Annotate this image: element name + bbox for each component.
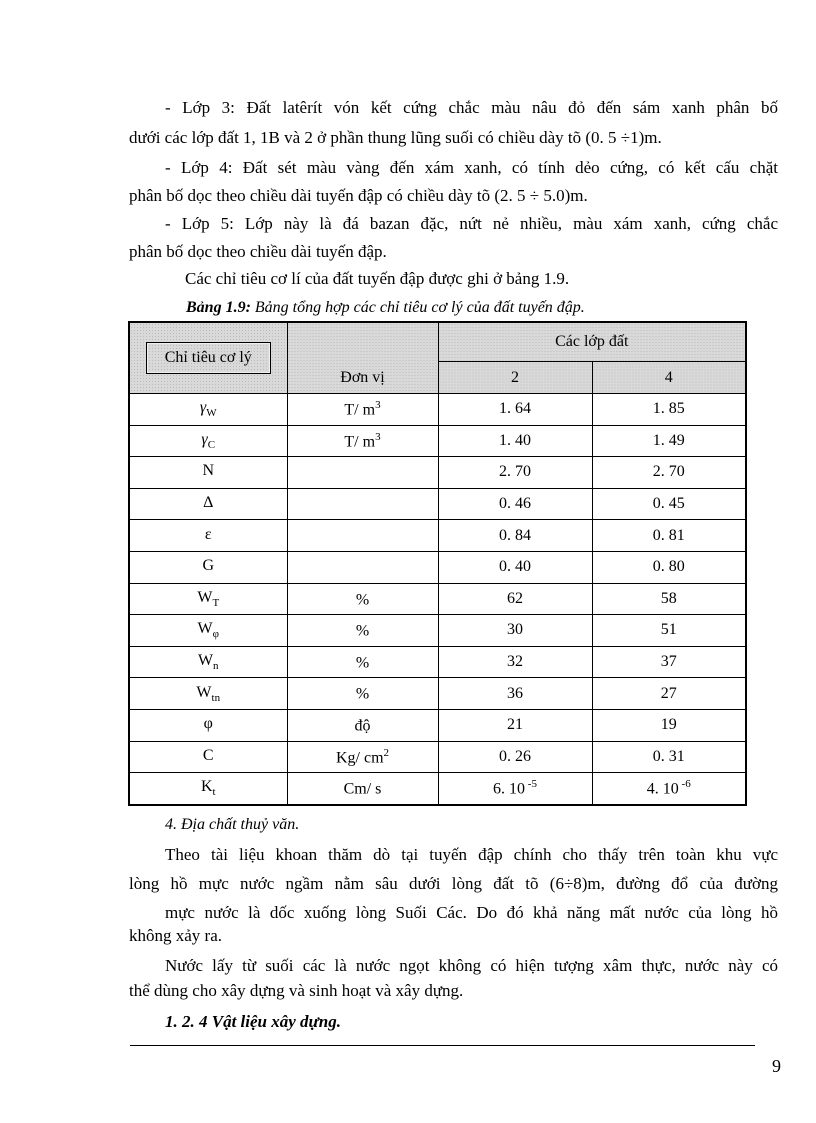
layer-4-value: 0. 31 — [591, 740, 747, 774]
subheading: 1. 2. 4 Vật liệu xây dựng. — [165, 1012, 341, 1031]
layer-2-value: 1. 40 — [437, 424, 593, 458]
indicator-cell: WT — [128, 582, 288, 616]
unit-cell — [286, 550, 439, 584]
table-row: G 0. 40 0. 80 — [128, 550, 747, 584]
header-layer-2: 2 — [437, 361, 593, 394]
table-row: Kt Cm/ s 6. 10 -5 4. 10 -6 — [128, 772, 747, 806]
layer-4-value: 2. 70 — [591, 456, 747, 489]
table-row: Wn% 32 37 — [128, 645, 747, 679]
soil-properties-table: Chỉ tiêu cơ lý Đơn vị Các lớp đất 2 4 γW… — [128, 321, 747, 806]
indicator-cell: C — [128, 740, 288, 774]
layer-4-value: 27 — [591, 677, 747, 710]
table-row: C Kg/ cm2 0. 26 0. 31 — [128, 740, 747, 774]
layer-4-value: 58 — [591, 582, 747, 616]
layer-4-value: 0. 45 — [591, 487, 747, 521]
unit-cell: % — [286, 614, 439, 647]
indicator-cell: ε — [128, 519, 288, 552]
layer-2-value: 1. 64 — [437, 393, 593, 426]
indicator-cell: φ — [128, 708, 288, 742]
layer-2-value: 21 — [437, 708, 593, 742]
footer-rule — [130, 1045, 755, 1046]
unit-cell: T/ m3 — [286, 424, 439, 458]
layer-4-value: 19 — [591, 708, 747, 742]
indicator-cell: Δ — [128, 487, 288, 521]
layer-2-value: 0. 26 — [437, 740, 593, 774]
layer-4-value: 0. 81 — [591, 519, 747, 552]
header-unit: Đơn vị — [286, 321, 439, 394]
layer-2-value: 0. 40 — [437, 550, 593, 584]
table-row: WT% 62 58 — [128, 582, 747, 616]
layer-4-value: 0. 80 — [591, 550, 747, 584]
layer-4-value: 4. 10 -6 — [591, 772, 747, 806]
layer-2-value: 0. 84 — [437, 519, 593, 552]
header-layers: Các lớp đất — [437, 321, 747, 363]
table-row: Δ 0. 46 0. 45 — [128, 487, 747, 521]
unit-cell: Kg/ cm2 — [286, 740, 439, 774]
layer-2-value: 62 — [437, 582, 593, 616]
unit-cell — [286, 519, 439, 552]
table-row: N 2. 70 2. 70 — [128, 456, 747, 489]
unit-cell: T/ m3 — [286, 393, 439, 426]
header-layer-4: 4 — [591, 361, 747, 394]
layer-2-value: 6. 10 -5 — [437, 772, 593, 806]
table-row: γC T/ m3 1. 40 1. 49 — [128, 424, 747, 458]
unit-cell — [286, 456, 439, 489]
layer-4-value: 51 — [591, 614, 747, 647]
indicator-cell: N — [128, 456, 288, 489]
indicator-cell: γC — [128, 424, 288, 458]
unit-cell: Cm/ s — [286, 772, 439, 806]
layer-2-value: 30 — [437, 614, 593, 647]
table-row: φ độ 21 19 — [128, 708, 747, 742]
page-number: 9 — [772, 1056, 781, 1076]
table-intro: Các chỉ tiêu cơ lí của đất tuyến đập đượ… — [185, 269, 570, 288]
table-caption: Bảng 1.9: Bảng tổng hợp các chỉ tiêu cơ … — [186, 299, 585, 316]
table-row: Wtn% 36 27 — [128, 677, 747, 710]
indicator-cell: γW — [128, 393, 288, 426]
unit-cell: % — [286, 645, 439, 679]
unit-cell: độ — [286, 708, 439, 742]
layer-4-value: 1. 49 — [591, 424, 747, 458]
section-heading: 4. Địa chất thuỷ văn. — [165, 816, 300, 833]
unit-cell: % — [286, 677, 439, 710]
layer-4-value: 1. 85 — [591, 393, 747, 426]
layer-4-value: 37 — [591, 645, 747, 679]
layer-2-value: 2. 70 — [437, 456, 593, 489]
layer-2-value: 0. 46 — [437, 487, 593, 521]
header-indicator: Chỉ tiêu cơ lý — [145, 342, 271, 374]
table-row: ε 0. 84 0. 81 — [128, 519, 747, 552]
indicator-cell: Kt — [128, 772, 288, 806]
table-row: γW T/ m3 1. 64 1. 85 — [128, 393, 747, 426]
indicator-cell: Wtn — [128, 677, 288, 710]
indicator-cell: G — [128, 550, 288, 584]
table-row: Wφ% 30 51 — [128, 614, 747, 647]
indicator-cell: Wn — [128, 645, 288, 679]
unit-cell — [286, 487, 439, 521]
layer-2-value: 36 — [437, 677, 593, 710]
layer-2-value: 32 — [437, 645, 593, 679]
indicator-cell: Wφ — [128, 614, 288, 647]
unit-cell: % — [286, 582, 439, 616]
